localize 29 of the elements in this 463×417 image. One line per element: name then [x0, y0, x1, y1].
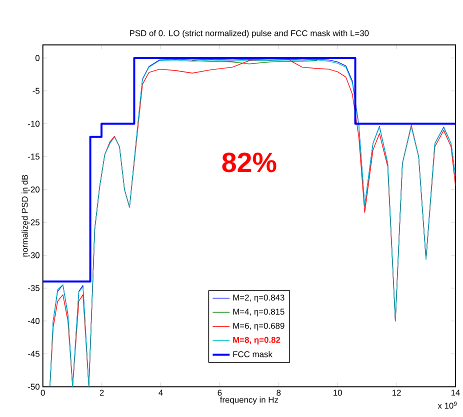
legend-label: M=4, η=0.815	[233, 308, 284, 317]
y-tick-label: 0	[35, 55, 40, 62]
y-tick-label: -40	[28, 318, 40, 324]
y-tick-label: -5	[32, 88, 40, 94]
y-tick-label: -45	[28, 351, 40, 357]
y-axis-title: normalized PSD in dB	[22, 175, 28, 257]
x-tick-label: 10	[334, 390, 342, 396]
y-tick-label: -30	[28, 252, 40, 258]
legend-label: M=2, η=0.843	[233, 294, 284, 302]
y-tick-label: -50	[28, 384, 40, 390]
y-tick-label: -15	[28, 154, 40, 160]
x-axis-title: frequency in Hz	[220, 396, 278, 405]
chart-title: PSD of 0. LO (strict normalized) pulse and FCC mask with L=30	[130, 30, 369, 38]
y-tick-label: -25	[28, 220, 40, 226]
x-tick-label: 8	[276, 390, 281, 396]
legend-label: M=6, η=0.689	[233, 323, 284, 331]
x-tick-label: 0	[40, 390, 45, 396]
x-tick-label: 6	[218, 390, 222, 396]
y-tick-label: -35	[28, 285, 40, 292]
x-tick-label: 4	[158, 390, 163, 396]
y-tick-label: -10	[28, 120, 40, 127]
y-tick-label: -20	[28, 186, 40, 193]
text: x 10$^{9}$	[438, 402, 457, 409]
legend-label: FCC mask	[233, 351, 272, 358]
x-tick-label: 14	[451, 390, 460, 396]
annotation: 82%	[222, 152, 276, 172]
legend-label: M=8, η=0.82	[233, 337, 280, 345]
x-tick-label: 12	[392, 390, 401, 396]
x-tick-label: 2	[100, 390, 104, 396]
